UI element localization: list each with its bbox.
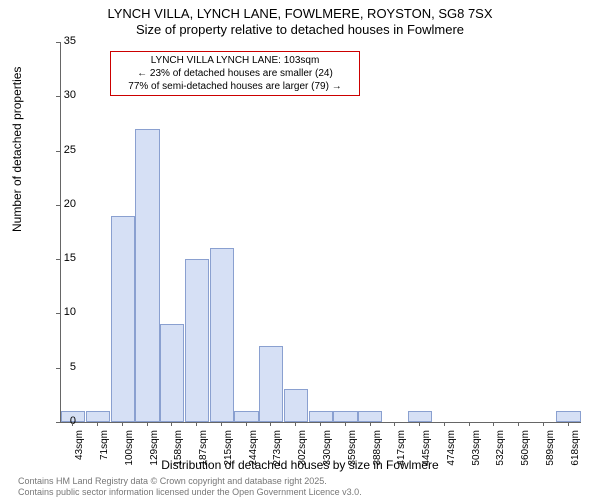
x-tick-mark	[469, 422, 470, 426]
bar	[86, 411, 110, 422]
chart-container: LYNCH VILLA, LYNCH LANE, FOWLMERE, ROYST…	[0, 0, 600, 500]
bar	[408, 411, 432, 422]
y-tick-label: 15	[46, 252, 76, 264]
x-tick-label: 359sqm	[347, 430, 358, 480]
y-tick-mark	[56, 368, 60, 369]
bar	[111, 216, 135, 422]
chart-title-line1: LYNCH VILLA, LYNCH LANE, FOWLMERE, ROYST…	[0, 6, 600, 21]
bar	[185, 259, 209, 422]
x-tick-label: 129sqm	[149, 430, 160, 480]
x-tick-label: 100sqm	[124, 430, 135, 480]
x-tick-mark	[72, 422, 73, 426]
x-tick-label: 474sqm	[446, 430, 457, 480]
x-tick-label: 244sqm	[248, 430, 259, 480]
x-tick-mark	[444, 422, 445, 426]
bar	[135, 129, 159, 422]
annotation-line3: 77% of semi-detached houses are larger (…	[115, 80, 355, 93]
y-tick-mark	[56, 151, 60, 152]
x-tick-mark	[370, 422, 371, 426]
x-tick-label: 560sqm	[520, 430, 531, 480]
y-tick-mark	[56, 313, 60, 314]
y-tick-label: 30	[46, 89, 76, 101]
bar	[358, 411, 382, 422]
x-axis-label: Distribution of detached houses by size …	[0, 458, 600, 472]
x-tick-label: 158sqm	[173, 430, 184, 480]
x-tick-mark	[270, 422, 271, 426]
x-tick-label: 618sqm	[570, 430, 581, 480]
bar	[333, 411, 357, 422]
y-tick-mark	[56, 42, 60, 43]
bar	[556, 411, 580, 422]
x-tick-label: 589sqm	[545, 430, 556, 480]
bar	[259, 346, 283, 422]
x-tick-mark	[320, 422, 321, 426]
x-tick-mark	[196, 422, 197, 426]
x-tick-label: 417sqm	[396, 430, 407, 480]
y-tick-label: 10	[46, 306, 76, 318]
bar	[210, 248, 234, 422]
chart-title-line2: Size of property relative to detached ho…	[0, 22, 600, 37]
x-tick-mark	[419, 422, 420, 426]
y-tick-label: 20	[46, 198, 76, 210]
x-tick-mark	[543, 422, 544, 426]
bar	[234, 411, 258, 422]
x-tick-mark	[171, 422, 172, 426]
bar	[284, 389, 308, 422]
annotation-line1: LYNCH VILLA LYNCH LANE: 103sqm	[115, 54, 355, 67]
x-tick-mark	[295, 422, 296, 426]
x-tick-label: 330sqm	[322, 430, 333, 480]
x-tick-label: 71sqm	[99, 430, 110, 480]
x-tick-mark	[221, 422, 222, 426]
bar	[160, 324, 184, 422]
annotation-line2: ← 23% of detached houses are smaller (24…	[115, 67, 355, 80]
x-tick-label: 388sqm	[372, 430, 383, 480]
x-tick-label: 503sqm	[471, 430, 482, 480]
plot-area	[60, 42, 581, 423]
x-tick-mark	[147, 422, 148, 426]
x-tick-mark	[568, 422, 569, 426]
x-tick-mark	[122, 422, 123, 426]
x-tick-mark	[97, 422, 98, 426]
x-tick-mark	[246, 422, 247, 426]
bar	[309, 411, 333, 422]
y-tick-label: 5	[46, 361, 76, 373]
y-tick-mark	[56, 205, 60, 206]
footer-attribution: Contains HM Land Registry data © Crown c…	[18, 476, 362, 498]
footer-line1: Contains HM Land Registry data © Crown c…	[18, 476, 362, 487]
y-axis-label: Number of detached properties	[10, 67, 24, 232]
x-tick-mark	[493, 422, 494, 426]
x-tick-label: 273sqm	[272, 430, 283, 480]
y-tick-mark	[56, 96, 60, 97]
x-tick-mark	[518, 422, 519, 426]
y-tick-label: 35	[46, 35, 76, 47]
x-tick-label: 302sqm	[297, 430, 308, 480]
y-tick-mark	[56, 422, 60, 423]
x-tick-label: 43sqm	[74, 430, 85, 480]
x-tick-label: 215sqm	[223, 430, 234, 480]
footer-line2: Contains public sector information licen…	[18, 487, 362, 498]
y-tick-mark	[56, 259, 60, 260]
y-tick-label: 25	[46, 144, 76, 156]
annotation-box: LYNCH VILLA LYNCH LANE: 103sqm ← 23% of …	[110, 51, 360, 96]
x-tick-mark	[394, 422, 395, 426]
x-tick-label: 532sqm	[495, 430, 506, 480]
x-tick-label: 187sqm	[198, 430, 209, 480]
x-tick-label: 445sqm	[421, 430, 432, 480]
x-tick-mark	[345, 422, 346, 426]
